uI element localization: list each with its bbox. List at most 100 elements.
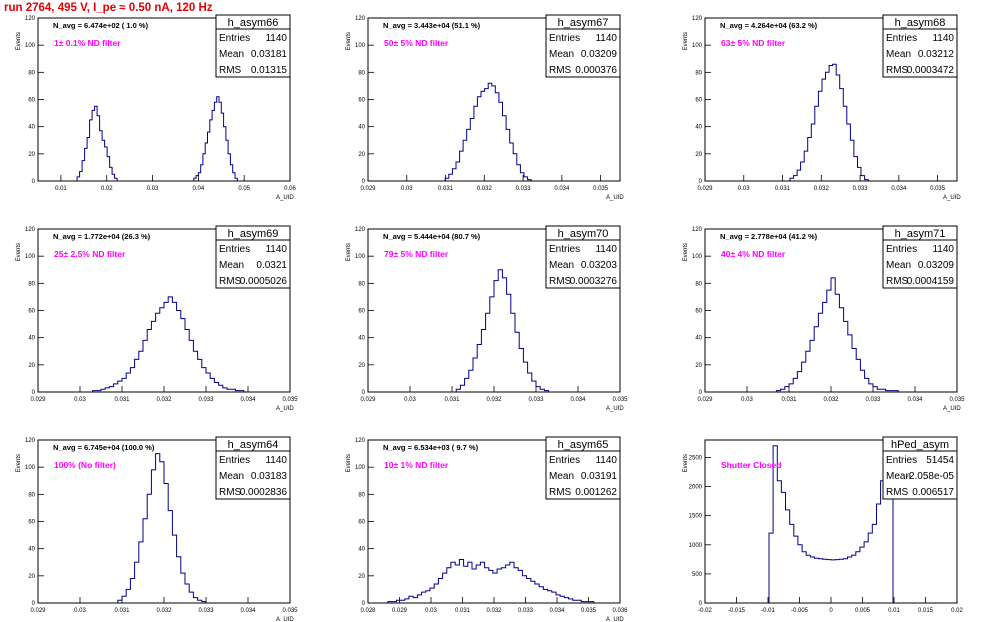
y-tick-label: 100	[25, 43, 36, 49]
x-axis-label: A_UID	[606, 617, 624, 622]
y-tick-label: 120	[692, 16, 703, 22]
stats-value: 0.0005026	[240, 276, 288, 287]
stats-value: 1140	[595, 33, 617, 44]
y-tick-label: 100	[355, 465, 366, 471]
y-tick-label: 20	[358, 152, 365, 158]
stats-value: 0.03181	[251, 49, 288, 60]
y-tick-label: 2000	[689, 485, 703, 491]
x-axis-label: A_UID	[276, 406, 294, 412]
y-tick-label: 120	[25, 438, 36, 444]
x-tick-label: 0.029	[360, 397, 376, 403]
stats-label: Mean	[219, 49, 244, 60]
y-tick-label: 60	[28, 309, 35, 315]
x-tick-label: 0.031	[438, 186, 454, 192]
stats-title: h_asym66	[228, 17, 279, 29]
filter-label: 1± 0.1% ND filter	[54, 38, 121, 48]
stats-title: hPed_asym	[891, 439, 949, 451]
stats-value: 0.01315	[251, 65, 288, 76]
y-tick-label: 100	[355, 43, 366, 49]
x-tick-label: 0.031	[781, 397, 797, 403]
x-tick-label: 0.031	[775, 186, 791, 192]
stats-box	[215, 14, 291, 78]
y-tick-label: 100	[25, 465, 36, 471]
stats-label: Entries	[886, 455, 917, 466]
x-tick-label: 0.03	[147, 186, 159, 192]
filter-label: 25± 2.5% ND filter	[54, 249, 126, 259]
x-axis-label: A_UID	[276, 617, 294, 622]
x-tick-label: 0.034	[240, 608, 256, 614]
histogram-line	[772, 277, 903, 393]
stats-box	[215, 436, 291, 500]
x-tick-label: 0.034	[907, 397, 923, 403]
filter-label: Shutter Closed	[721, 460, 781, 470]
y-axis-label: Events	[16, 243, 22, 261]
stats-title: h_asym70	[558, 228, 609, 240]
stats-label: Mean	[549, 260, 574, 271]
histogram-panel: 0.028 0.029 0.03 0.031 0.032 0.033 0.034 0.035 0…	[346, 436, 628, 622]
y-tick-label: 1500	[689, 514, 703, 520]
stats-value: 0.0004159	[907, 276, 955, 287]
filter-label: 10± 1% ND filter	[384, 460, 449, 470]
x-tick-label: 0.01	[55, 186, 67, 192]
stats-label: Mean	[886, 471, 911, 482]
y-tick-label: 40	[695, 125, 702, 131]
x-tick-label: 0.035	[949, 397, 965, 403]
stats-value: 0.03183	[251, 471, 288, 482]
histogram-line	[441, 82, 535, 182]
y-axis-label: Events	[346, 243, 352, 261]
x-tick-label: 0.033	[198, 608, 214, 614]
y-tick-label: 100	[692, 254, 703, 260]
x-tick-label: -0.005	[791, 608, 809, 614]
y-axis-label: Events	[16, 32, 22, 50]
y-tick-label: 100	[25, 254, 36, 260]
y-tick-label: 40	[28, 547, 35, 553]
y-tick-label: 80	[28, 70, 35, 76]
y-tick-label: 40	[28, 125, 35, 131]
y-axis-label: Events	[346, 454, 352, 472]
x-tick-label: -0.01	[761, 608, 775, 614]
x-tick-label: 0.033	[518, 608, 534, 614]
x-tick-label: 0.03	[401, 186, 413, 192]
stats-value: 0.001262	[575, 487, 617, 498]
stats-label: Mean	[549, 471, 574, 482]
x-axis-label: A_UID	[606, 195, 624, 201]
y-axis-label: Events	[683, 454, 689, 472]
x-tick-label: 0	[829, 608, 833, 614]
filter-label: 100% (No filter)	[54, 460, 116, 470]
y-tick-label: 0	[699, 390, 703, 396]
y-tick-label: 80	[695, 70, 702, 76]
stats-label: Entries	[219, 244, 250, 255]
stats-label: Entries	[886, 244, 917, 255]
stats-value: 0.03209	[918, 260, 955, 271]
x-tick-label: 0.015	[918, 608, 934, 614]
x-tick-label: 0.01	[888, 608, 900, 614]
x-tick-label: 0.032	[156, 397, 172, 403]
stats-value: 0.03209	[581, 49, 618, 60]
stats-value: 51454	[926, 455, 954, 466]
filter-label: 63± 5% ND filter	[721, 38, 786, 48]
stats-value: 0.0321	[256, 260, 287, 271]
histogram-line	[191, 96, 240, 182]
stats-title: h_asym64	[228, 439, 279, 451]
stats-label: RMS	[549, 65, 572, 76]
x-tick-label: 0.005	[855, 608, 871, 614]
stats-value: 1140	[595, 244, 617, 255]
y-tick-label: 0	[362, 601, 366, 607]
stats-value: 0.03191	[581, 471, 618, 482]
x-tick-label: 0.035	[282, 608, 298, 614]
stats-value: -2.058e-05	[906, 471, 955, 482]
stats-title: h_asym71	[895, 228, 946, 240]
x-tick-label: 0.03	[404, 397, 416, 403]
filter-label: 50± 5% ND filter	[384, 38, 449, 48]
histogram-line	[383, 559, 598, 604]
histogram-panel: -0.02 -0.015 -0.01 -0.005 0 0.005 0.01 0.015 0.0…	[683, 436, 963, 614]
x-tick-label: 0.031	[114, 608, 130, 614]
stats-label: Entries	[219, 455, 250, 466]
y-tick-label: 20	[358, 574, 365, 580]
x-tick-label: 0.032	[814, 186, 830, 192]
histogram-line	[764, 442, 898, 604]
stats-label: RMS	[886, 276, 909, 287]
histogram-panel: 0.01 0.02 0.03 0.04 0.05 0.06 20 40 60 80 100 120 0 E…	[16, 14, 296, 201]
stats-value: 0.0002836	[240, 487, 288, 498]
stats-value: 1140	[265, 244, 287, 255]
